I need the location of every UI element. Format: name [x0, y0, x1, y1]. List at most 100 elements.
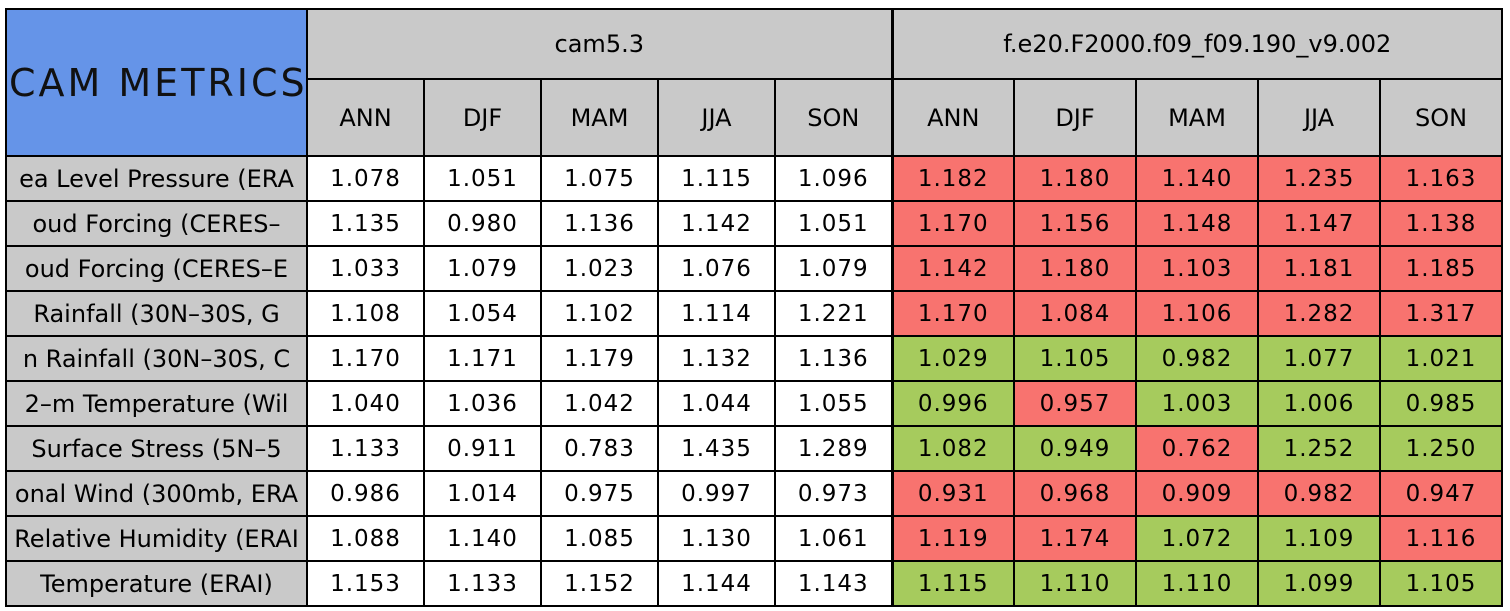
value-cell: 1.181 — [1257, 245, 1382, 292]
column-group-cam53: cam5.3 — [305, 8, 894, 80]
value-cell: 0.982 — [1257, 470, 1382, 517]
row-label: oud Forcing (CERES– — [5, 200, 308, 247]
season-header-exp-ann: ANN — [890, 78, 1016, 157]
value-cell: 1.133 — [423, 560, 542, 607]
value-cell: 0.982 — [1135, 335, 1260, 382]
metric-row: onal Wind (300mb, ERA 0.986 1.014 0.975 … — [5, 470, 1504, 517]
value-cell: 1.029 — [890, 335, 1016, 382]
metric-row: 2–m Temperature (Wil 1.040 1.036 1.042 1… — [5, 380, 1504, 427]
value-cell: 1.054 — [423, 290, 542, 337]
value-cell: 1.014 — [423, 470, 542, 517]
value-cell: 0.947 — [1379, 470, 1504, 517]
value-cell: 1.171 — [423, 335, 542, 382]
value-cell: 1.136 — [540, 200, 659, 247]
value-cell: 0.911 — [423, 425, 542, 472]
value-cell: 1.042 — [540, 380, 659, 427]
value-cell: 1.078 — [306, 155, 425, 202]
value-cell: 1.105 — [1013, 335, 1138, 382]
value-cell: 1.110 — [1013, 560, 1138, 607]
value-cell: 1.221 — [773, 290, 894, 337]
value-cell: 1.033 — [306, 245, 425, 292]
value-cell: 1.072 — [1135, 515, 1260, 562]
value-cell: 1.132 — [657, 335, 776, 382]
row-label: n Rainfall (30N–30S, C — [5, 335, 308, 382]
value-cell: 1.077 — [1257, 335, 1382, 382]
value-cell: 1.079 — [423, 245, 542, 292]
value-cell: 1.088 — [306, 515, 425, 562]
value-cell: 0.783 — [540, 425, 659, 472]
value-cell: 1.099 — [1257, 560, 1382, 607]
metric-row: Surface Stress (5N–5 1.133 0.911 0.783 1… — [5, 425, 1504, 472]
value-cell: 1.051 — [423, 155, 542, 202]
value-cell: 0.968 — [1013, 470, 1138, 517]
group-header-row: CAM METRICS cam5.3 f.e20.F2000.f09_f09.1… — [5, 8, 1504, 157]
row-label: onal Wind (300mb, ERA — [5, 470, 308, 517]
value-cell: 1.079 — [773, 245, 894, 292]
value-cell: 1.136 — [773, 335, 894, 382]
value-cell: 1.170 — [890, 200, 1016, 247]
value-cell: 1.170 — [890, 290, 1016, 337]
value-cell: 1.040 — [306, 380, 425, 427]
value-cell: 0.996 — [890, 380, 1016, 427]
value-cell: 0.997 — [657, 470, 776, 517]
value-cell: 0.973 — [773, 470, 894, 517]
season-header-exp-son: SON — [1379, 78, 1504, 157]
cam-metrics-table: CAM METRICS cam5.3 f.e20.F2000.f09_f09.1… — [5, 8, 1504, 607]
value-cell: 1.153 — [306, 560, 425, 607]
value-cell: 1.115 — [890, 560, 1016, 607]
value-cell: 1.116 — [1379, 515, 1504, 562]
value-cell: 1.140 — [423, 515, 542, 562]
value-cell: 1.003 — [1135, 380, 1260, 427]
metric-row: Temperature (ERAI) 1.153 1.133 1.152 1.1… — [5, 560, 1504, 607]
value-cell: 1.044 — [657, 380, 776, 427]
value-cell: 1.051 — [773, 200, 894, 247]
value-cell: 1.317 — [1379, 290, 1504, 337]
value-cell: 1.135 — [306, 200, 425, 247]
value-cell: 1.130 — [657, 515, 776, 562]
value-cell: 1.144 — [657, 560, 776, 607]
value-cell: 1.180 — [1013, 245, 1138, 292]
value-cell: 1.108 — [306, 290, 425, 337]
value-cell: 1.148 — [1135, 200, 1260, 247]
value-cell: 1.061 — [773, 515, 894, 562]
season-header-exp-jja: JJA — [1257, 78, 1382, 157]
value-cell: 0.957 — [1013, 380, 1138, 427]
row-label: Temperature (ERAI) — [5, 560, 308, 607]
value-cell: 1.105 — [1379, 560, 1504, 607]
value-cell: 0.909 — [1135, 470, 1260, 517]
value-cell: 1.179 — [540, 335, 659, 382]
value-cell: 0.949 — [1013, 425, 1138, 472]
value-cell: 1.103 — [1135, 245, 1260, 292]
row-label: ea Level Pressure (ERA — [5, 155, 308, 202]
value-cell: 1.109 — [1257, 515, 1382, 562]
season-header-exp-mam: MAM — [1135, 78, 1260, 157]
value-cell: 0.975 — [540, 470, 659, 517]
value-cell: 1.115 — [657, 155, 776, 202]
value-cell: 0.986 — [306, 470, 425, 517]
metric-row: Rainfall (30N–30S, G 1.108 1.054 1.102 1… — [5, 290, 1504, 337]
metric-row: n Rainfall (30N–30S, C 1.170 1.171 1.179… — [5, 335, 1504, 382]
value-cell: 1.156 — [1013, 200, 1138, 247]
value-cell: 1.076 — [657, 245, 776, 292]
value-cell: 0.980 — [423, 200, 542, 247]
value-cell: 1.055 — [773, 380, 894, 427]
metric-row: Relative Humidity (ERAI 1.088 1.140 1.08… — [5, 515, 1504, 562]
value-cell: 1.147 — [1257, 200, 1382, 247]
value-cell: 1.152 — [540, 560, 659, 607]
row-label: Relative Humidity (ERAI — [5, 515, 308, 562]
value-cell: 1.106 — [1135, 290, 1260, 337]
value-cell: 1.082 — [890, 425, 1016, 472]
value-cell: 1.110 — [1135, 560, 1260, 607]
value-cell: 1.180 — [1013, 155, 1138, 202]
season-header-exp-djf: DJF — [1013, 78, 1138, 157]
value-cell: 1.075 — [540, 155, 659, 202]
row-label: Rainfall (30N–30S, G — [5, 290, 308, 337]
value-cell: 1.114 — [657, 290, 776, 337]
value-cell: 1.138 — [1379, 200, 1504, 247]
value-cell: 1.174 — [1013, 515, 1138, 562]
value-cell: 0.762 — [1135, 425, 1260, 472]
value-cell: 1.084 — [1013, 290, 1138, 337]
value-cell: 1.185 — [1379, 245, 1504, 292]
cam-metrics-panel: CAM METRICS cam5.3 f.e20.F2000.f09_f09.1… — [5, 8, 1504, 607]
row-label: oud Forcing (CERES–E — [5, 245, 308, 292]
